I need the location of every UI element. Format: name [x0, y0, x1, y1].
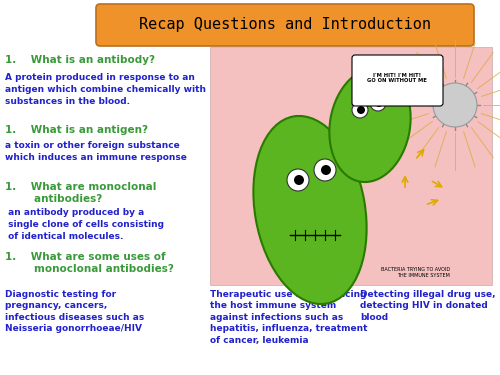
Circle shape	[287, 169, 309, 191]
Text: Diagnostic testing for
pregnancy, cancers,
infectious diseases such as
Neisseria: Diagnostic testing for pregnancy, cancer…	[5, 290, 144, 333]
Text: 1.    What are some uses of
        monoclonal antibodies?: 1. What are some uses of monoclonal anti…	[5, 252, 174, 274]
Circle shape	[375, 99, 383, 107]
Text: 1.    What are monoclonal
        antibodies?: 1. What are monoclonal antibodies?	[5, 182, 156, 204]
Circle shape	[294, 175, 304, 185]
Circle shape	[321, 165, 331, 175]
Text: a toxin or other foreign substance
which induces an immune response: a toxin or other foreign substance which…	[5, 141, 187, 162]
Text: 1.    What is an antigen?: 1. What is an antigen?	[5, 125, 148, 135]
Circle shape	[352, 102, 368, 118]
Text: Detecting illegal drug use,
detecting HIV in donated
blood: Detecting illegal drug use, detecting HI…	[360, 290, 496, 322]
Circle shape	[433, 83, 477, 127]
Text: 1.    What is an antibody?: 1. What is an antibody?	[5, 55, 155, 65]
Ellipse shape	[254, 116, 366, 304]
Text: an antibody produced by a
 single clone of cells consisting
 of identical molecu: an antibody produced by a single clone o…	[5, 208, 164, 241]
FancyBboxPatch shape	[210, 47, 492, 285]
Circle shape	[357, 106, 365, 114]
Text: BACTERIA TRYING TO AVOID
THE IMMUNE SYSTEM: BACTERIA TRYING TO AVOID THE IMMUNE SYST…	[381, 267, 450, 278]
Text: Therapeutic use for enhancing
the host immune system
against infections such as
: Therapeutic use for enhancing the host i…	[210, 290, 368, 345]
Circle shape	[370, 95, 386, 111]
Text: A protein produced in response to an
antigen which combine chemically with
subst: A protein produced in response to an ant…	[5, 73, 206, 106]
Ellipse shape	[330, 68, 410, 182]
Circle shape	[314, 159, 336, 181]
Text: Recap Questions and Introduction: Recap Questions and Introduction	[139, 18, 431, 33]
FancyBboxPatch shape	[96, 4, 474, 46]
FancyBboxPatch shape	[352, 55, 443, 106]
Text: I'M HIT! I'M HIT!
GO ON WITHOUT ME: I'M HIT! I'M HIT! GO ON WITHOUT ME	[367, 73, 427, 83]
